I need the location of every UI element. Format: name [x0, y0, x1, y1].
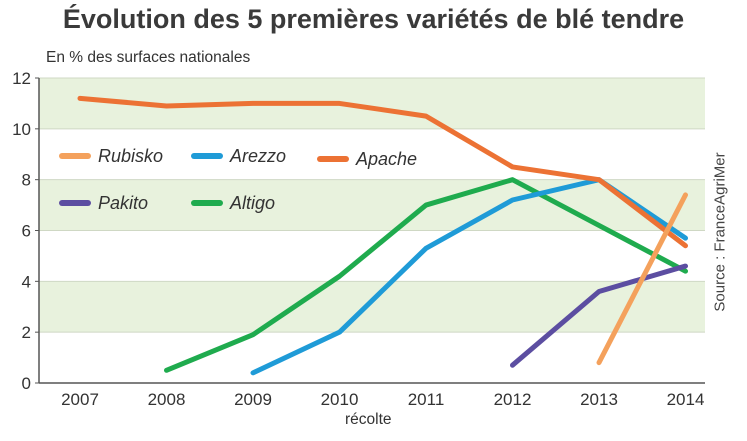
- x-tick-label: 2011: [408, 390, 445, 409]
- grid-band: [39, 332, 705, 383]
- grid-band: [39, 230, 705, 282]
- y-tick-label: 8: [22, 171, 31, 190]
- x-tick-labels: 2007 2008 2009 2010 2011 2012 2013 2014: [61, 390, 704, 409]
- chart-title: Évolution des 5 premières variétés de bl…: [62, 4, 685, 34]
- legend-label-altigo: Altigo: [229, 193, 275, 213]
- gridlines: [39, 77, 705, 333]
- series-line-apache: [77, 95, 688, 249]
- y-tick-label: 12: [12, 69, 31, 88]
- series-line-pakito: [510, 263, 688, 368]
- y-tick-label: 6: [22, 222, 31, 241]
- series-line-rubisko: [596, 192, 688, 366]
- y-tick-label: 0: [22, 374, 31, 393]
- y-tick-label: 4: [22, 272, 31, 291]
- legend-label-arezzo: Arezzo: [229, 146, 286, 166]
- x-tick-label: 2007: [61, 390, 99, 409]
- y-tick-labels: 0 2 4 6 8 10 12: [12, 69, 39, 393]
- legend-label-rubisko: Rubisko: [98, 146, 163, 166]
- y-tick-label: 10: [12, 120, 31, 139]
- grid-band: [39, 281, 705, 333]
- x-axis-title: récolte: [345, 411, 392, 428]
- x-tick-label: 2009: [234, 390, 272, 409]
- x-tick-label: 2008: [148, 390, 186, 409]
- x-tick-label: 2013: [580, 390, 618, 409]
- legend: Rubisko Arezzo Apache Pakito Altigo: [59, 146, 417, 213]
- x-tick-label: 2010: [321, 390, 359, 409]
- series-lines: [77, 95, 688, 376]
- y-tick-label: 2: [22, 323, 31, 342]
- x-tick-label: 2012: [494, 390, 532, 409]
- legend-label-pakito: Pakito: [98, 193, 148, 213]
- series-line-altigo: [164, 177, 688, 373]
- legend-label-apache: Apache: [355, 149, 417, 169]
- x-tick-label: 2014: [667, 390, 705, 409]
- grid-band: [39, 128, 705, 180]
- y-axis-unit-label: En % des surfaces nationales: [46, 49, 251, 66]
